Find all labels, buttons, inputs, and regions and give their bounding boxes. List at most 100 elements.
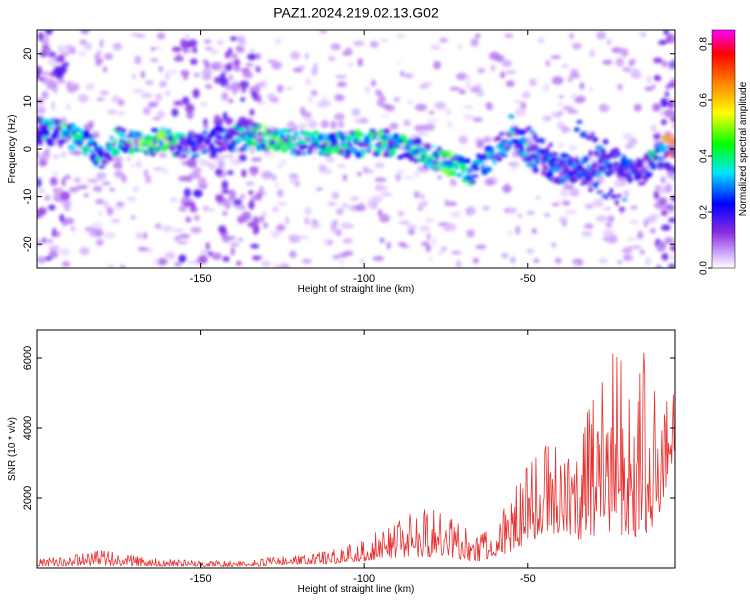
heatmap-cell <box>208 162 216 170</box>
heatmap-cell <box>573 262 579 267</box>
heatmap-cell <box>193 189 203 198</box>
heatmap-cell <box>44 195 51 201</box>
heatmap-cell <box>97 211 104 216</box>
heatmap-cell <box>482 205 490 211</box>
heatmap-cell <box>629 68 640 74</box>
heatmap-cell <box>639 249 645 255</box>
heatmap-cell <box>339 259 345 266</box>
colorbar: 0.0 0.2 0.4 0.6 0.8 Normalized spectral ampl… <box>699 29 749 275</box>
heatmap-cell <box>349 197 360 201</box>
heatmap-cell <box>396 143 400 149</box>
heatmap-cell <box>517 213 523 218</box>
heatmap-cell <box>60 151 67 158</box>
heatmap-cell <box>277 164 284 169</box>
colorbar-tick-label: 0.0 <box>699 261 710 275</box>
heatmap-cell <box>520 136 528 144</box>
heatmap-cell <box>653 57 663 64</box>
heatmap-cell <box>472 257 479 264</box>
heatmap-cell <box>200 250 210 254</box>
heatmap-cell <box>633 103 642 112</box>
heatmap-cell <box>200 136 204 143</box>
heatmap-cell <box>86 178 99 183</box>
heatmap-cell <box>113 161 123 170</box>
heatmap-cell <box>443 150 451 158</box>
heatmap-cell <box>580 131 584 138</box>
heatmap-cell <box>665 183 672 194</box>
heatmap-cell <box>622 132 633 140</box>
heatmap-cell <box>202 75 212 81</box>
heatmap-cell <box>159 80 167 88</box>
heatmap-cell <box>463 105 474 110</box>
heatmap-cell <box>666 136 672 144</box>
heatmap-cell <box>111 95 121 104</box>
heatmap-cell <box>546 145 550 151</box>
snr-series-line <box>37 352 675 567</box>
heatmap-cell <box>662 102 668 107</box>
heatmap-cell <box>408 156 416 162</box>
heatmap-cell <box>584 203 595 209</box>
heatmap-cell <box>508 163 521 168</box>
heatmap-cell <box>202 205 210 212</box>
x-tick-label: -50 <box>520 573 536 585</box>
heatmap-cell <box>103 232 116 239</box>
heatmap-cell <box>130 33 142 37</box>
heatmap-cell <box>250 195 258 202</box>
heatmap-cell <box>459 164 467 170</box>
heatmap-cell <box>41 237 47 244</box>
heatmap-cell <box>450 180 458 187</box>
heatmap-cell <box>529 160 535 164</box>
heatmap-cell <box>482 136 492 143</box>
heatmap-cell <box>565 127 571 132</box>
heatmap-cell <box>381 143 388 148</box>
heatmap-cell <box>567 77 573 83</box>
heatmap-cell <box>522 129 527 135</box>
heatmap-cell <box>190 58 198 65</box>
heatmap-cell <box>664 91 670 98</box>
heatmap-cell <box>456 173 463 178</box>
heatmap-cell <box>137 148 145 152</box>
heatmap-cell <box>651 84 656 89</box>
heatmap-cell <box>414 124 427 132</box>
heatmap-cell <box>596 31 607 40</box>
heatmap-cell <box>38 31 44 42</box>
heatmap-cell <box>584 176 592 180</box>
heatmap-cell <box>235 45 243 53</box>
heatmap-cell <box>540 137 546 144</box>
snr-y-axis-label: SNR (10 * v/v) <box>7 417 18 481</box>
heatmap-cell <box>132 88 145 94</box>
heatmap-cell <box>607 153 615 158</box>
heatmap-cell <box>320 120 329 129</box>
heatmap-cell <box>48 245 60 251</box>
heatmap-cell <box>570 93 577 100</box>
heatmap-cell <box>292 135 296 142</box>
heatmap-cell <box>54 126 63 132</box>
heatmap-cell <box>463 158 471 164</box>
heatmap-cell <box>325 156 335 163</box>
heatmap-cell <box>53 81 58 89</box>
heatmap-cell <box>327 133 336 141</box>
heatmap-cell <box>563 184 575 190</box>
heatmap-cell <box>630 205 638 211</box>
heatmap-cell <box>602 139 609 145</box>
heatmap-cell <box>173 100 182 106</box>
heatmap-cell <box>155 93 163 102</box>
heatmap-cell <box>296 135 300 139</box>
heatmap-cell <box>52 87 58 94</box>
heatmap-cell <box>186 260 196 265</box>
heatmap-cell <box>577 175 584 180</box>
heatmap-cell <box>131 73 137 80</box>
heatmap-cell <box>598 190 604 194</box>
heatmap-cell <box>377 209 383 217</box>
heatmap-cell <box>538 149 544 153</box>
heatmap-cell <box>131 146 135 153</box>
heatmap-cell <box>342 144 348 149</box>
heatmap-cell <box>401 135 407 140</box>
heatmap-cell <box>366 199 375 208</box>
heatmap-cell <box>214 76 222 84</box>
heatmap-cell <box>368 143 373 150</box>
heatmap-cell <box>424 143 432 150</box>
heatmap-cell <box>464 167 469 172</box>
heatmap-cell <box>545 59 551 67</box>
heatmap-cell <box>150 128 159 133</box>
heatmap-cell <box>192 153 200 158</box>
